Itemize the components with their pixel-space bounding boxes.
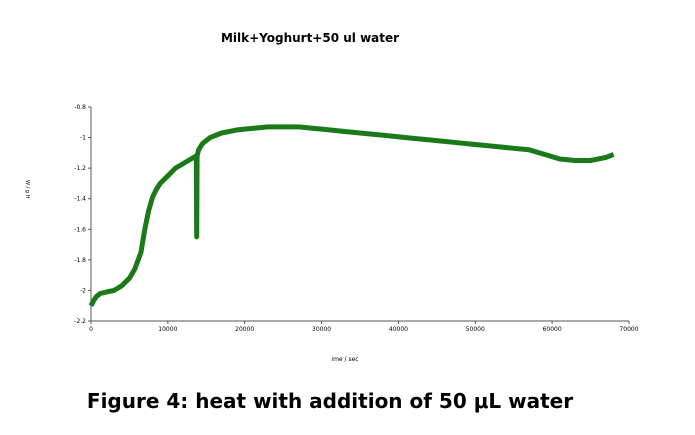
x-tick-label: 10000: [158, 326, 177, 333]
x-tick-label: 0: [89, 326, 93, 333]
y-tick-label: -2: [80, 287, 86, 294]
x-tick-label: 50000: [466, 326, 485, 333]
figure-caption: Figure 4: heat with addition of 50 μL wa…: [86, 389, 574, 413]
y-tick-label: -1.8: [74, 257, 86, 264]
y-ticks: -0.8 -1 -1.2 -1.4 -1.6 -1.8 -2 -2.2: [74, 104, 91, 325]
y-axis-label: W / g H: [24, 180, 30, 199]
x-tick-label: 60000: [543, 326, 562, 333]
x-axis-label: ime / sec: [331, 356, 358, 363]
series-line: [88, 124, 615, 307]
y-tick-label: -1: [80, 135, 86, 142]
x-tick-label: 70000: [619, 326, 638, 333]
x-tick-label: 30000: [312, 326, 331, 333]
y-tick-label: -1.6: [74, 226, 86, 233]
x-ticks: 0 10000 20000 30000 40000 50000 60000 70000: [89, 321, 639, 333]
x-tick-label: 20000: [235, 326, 254, 333]
chart-title: Milk+Yoghurt+50 ul water: [220, 31, 400, 45]
y-tick-label: -1.4: [74, 196, 86, 203]
y-tick-label: -1.2: [74, 165, 86, 172]
y-tick-label: -2.2: [74, 318, 86, 325]
x-tick-label: 40000: [389, 326, 408, 333]
y-tick-label: -0.8: [74, 104, 86, 111]
